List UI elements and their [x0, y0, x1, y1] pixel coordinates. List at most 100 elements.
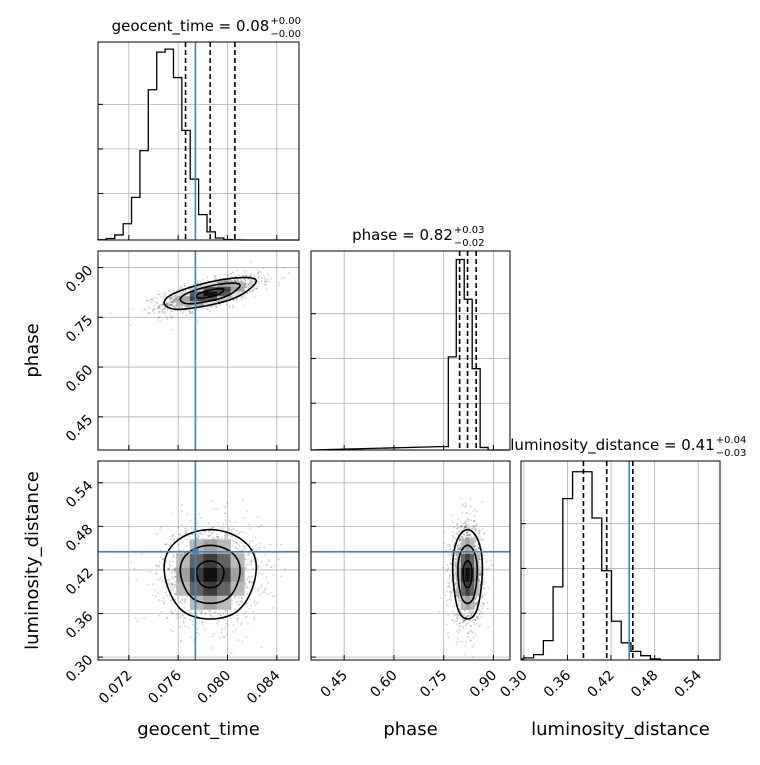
- scatter-point: [221, 537, 224, 540]
- scatter-point: [157, 565, 160, 568]
- scatter-point: [133, 568, 136, 570]
- scatter-point: [480, 539, 482, 541]
- scatter-point: [222, 527, 225, 529]
- joint-geocent_time_luminosity_distance-contour-0: [195, 560, 225, 589]
- scatter-point: [485, 568, 488, 571]
- scatter-point: [478, 547, 480, 550]
- scatter-point: [169, 304, 171, 306]
- scatter-point: [223, 280, 226, 282]
- scatter-point: [284, 568, 286, 571]
- scatter-point: [280, 543, 282, 546]
- scatter-point: [447, 636, 450, 638]
- scatter-point: [178, 306, 181, 309]
- scatter-point: [240, 296, 243, 298]
- scatter-point: [153, 304, 156, 307]
- joint-geocent_time_phase-contour-2: [163, 276, 258, 311]
- scatter-point: [183, 285, 186, 287]
- scatter-point: [200, 532, 203, 535]
- scatter-point: [469, 505, 472, 508]
- scatter-point: [472, 520, 475, 523]
- scatter-point: [185, 545, 188, 547]
- scatter-point: [257, 268, 259, 271]
- hist-phase-title-sub: −0.02: [454, 238, 485, 249]
- scatter-point: [470, 614, 472, 616]
- scatter-point: [478, 585, 481, 588]
- scatter-point: [448, 554, 451, 557]
- scatter-point: [452, 619, 455, 622]
- scatter-point: [245, 270, 248, 272]
- xtick-label-luminosity_distance: 0.36: [541, 667, 574, 700]
- scatter-point: [468, 536, 471, 539]
- hist-luminosity_distance-title-sup: +0.04: [716, 435, 747, 446]
- scatter-point: [183, 617, 185, 620]
- scatter-point: [157, 307, 160, 310]
- scatter-point: [170, 535, 173, 538]
- scatter-point: [258, 542, 261, 545]
- scatter-point: [196, 537, 199, 540]
- scatter-point: [469, 497, 472, 500]
- scatter-point: [246, 579, 249, 581]
- scatter-point: [481, 594, 484, 597]
- scatter-point: [252, 559, 255, 562]
- scatter-point: [258, 593, 261, 596]
- scatter-point: [184, 305, 187, 308]
- ytick-label-geocent_time_luminosity_distance: 0.30: [63, 652, 96, 685]
- scatter-point: [254, 536, 257, 539]
- scatter-point: [455, 619, 457, 622]
- scatter-point: [231, 295, 234, 298]
- scatter-point: [462, 627, 465, 629]
- scatter-point: [170, 571, 173, 574]
- scatter-point: [168, 568, 170, 571]
- scatter-point: [174, 583, 177, 586]
- scatter-point: [454, 572, 457, 575]
- scatter-point: [234, 546, 237, 548]
- scatter-point: [211, 647, 214, 649]
- scatter-point: [174, 598, 177, 601]
- scatter-point: [269, 544, 272, 546]
- scatter-point: [457, 518, 460, 521]
- scatter-point: [246, 292, 249, 294]
- scatter-point: [190, 527, 193, 529]
- scatter-point: [171, 612, 174, 614]
- density-cell: [203, 581, 218, 596]
- scatter-point: [462, 621, 465, 624]
- scatter-point: [253, 601, 256, 604]
- scatter-point: [171, 299, 174, 302]
- scatter-point: [200, 517, 202, 520]
- hist-geocent_time-frame: [97, 41, 300, 241]
- scatter-point: [253, 618, 256, 620]
- scatter-point: [469, 639, 472, 642]
- scatter-point: [171, 556, 174, 558]
- ytick-label-geocent_time_luminosity_distance: 0.54: [63, 478, 96, 511]
- scatter-point: [158, 305, 161, 308]
- scatter-point: [245, 615, 248, 618]
- scatter-point: [476, 601, 478, 603]
- scatter-point: [481, 537, 483, 540]
- scatter-point: [445, 604, 448, 607]
- scatter-point: [468, 619, 471, 622]
- scatter-point: [151, 298, 154, 301]
- scatter-point: [476, 510, 478, 513]
- scatter-point: [445, 569, 448, 571]
- scatter-point: [258, 565, 260, 568]
- scatter-point: [465, 512, 468, 515]
- scatter-point: [251, 283, 253, 286]
- scatter-point: [170, 303, 172, 305]
- scatter-point: [473, 515, 476, 518]
- scatter-point: [244, 558, 247, 561]
- scatter-point: [224, 625, 227, 628]
- scatter-point: [265, 288, 268, 290]
- scatter-point: [453, 605, 456, 607]
- scatter-point: [256, 548, 259, 551]
- scatter-point: [446, 570, 449, 572]
- scatter-point: [240, 280, 243, 282]
- scatter-point: [189, 310, 192, 313]
- scatter-point: [265, 564, 268, 566]
- scatter-point: [479, 529, 481, 532]
- scatter-point: [247, 524, 250, 526]
- density-cell: [465, 581, 471, 596]
- scatter-point: [244, 271, 247, 274]
- scatter-point: [455, 563, 457, 565]
- scatter-point: [478, 532, 480, 535]
- scatter-point: [471, 612, 474, 614]
